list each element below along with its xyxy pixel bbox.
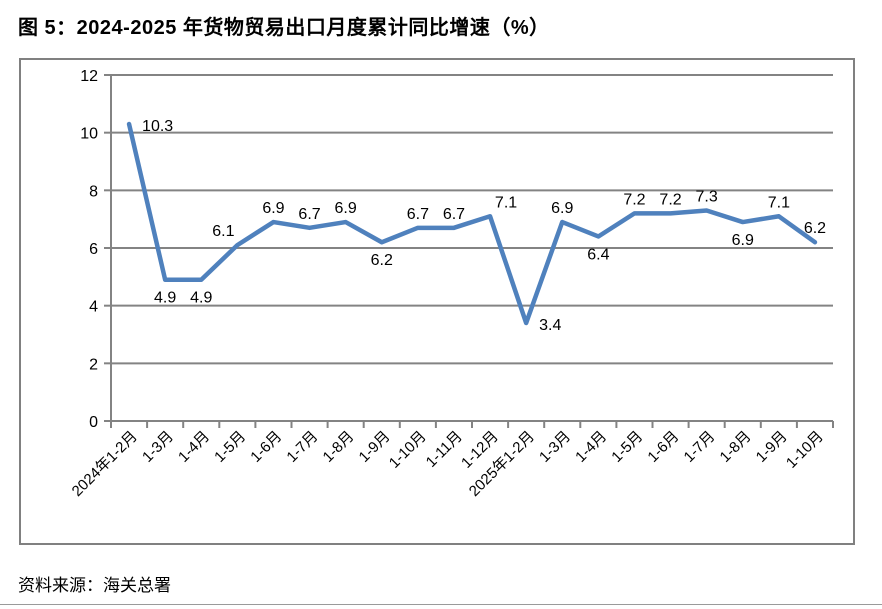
data-point-label: 6.7 bbox=[443, 206, 465, 223]
x-category-label: 1-10月 bbox=[783, 428, 827, 472]
y-tick-label: 2 bbox=[89, 356, 98, 373]
y-tick-label: 12 bbox=[80, 68, 98, 85]
data-point-label: 6.1 bbox=[212, 223, 234, 240]
data-point-label: 6.4 bbox=[587, 246, 609, 263]
figure-title: 图 5：2024-2025 年货物贸易出口月度累计同比增速（%） bbox=[18, 17, 550, 39]
x-category-label: 1-5月 bbox=[211, 428, 249, 466]
data-point-label: 6.2 bbox=[371, 252, 393, 269]
x-category-label: 1-6月 bbox=[247, 428, 285, 466]
y-tick-label: 6 bbox=[89, 241, 98, 258]
data-point-label: 6.7 bbox=[407, 206, 429, 223]
x-category-label: 1-8月 bbox=[320, 428, 358, 466]
data-point-label: 7.2 bbox=[623, 191, 645, 208]
x-category-label: 1-4月 bbox=[175, 428, 213, 466]
y-tick-label: 0 bbox=[89, 414, 98, 431]
data-point-label: 7.1 bbox=[495, 194, 517, 211]
data-point-label: 3.4 bbox=[539, 317, 561, 334]
y-tick-label: 10 bbox=[80, 126, 98, 143]
y-tick-label: 8 bbox=[89, 183, 98, 200]
x-category-label: 1-5月 bbox=[608, 428, 646, 466]
x-category-label: 1-8月 bbox=[717, 428, 755, 466]
x-category-label: 2024年1-2月 bbox=[69, 428, 141, 500]
x-category-label: 1-10月 bbox=[386, 428, 430, 472]
line-chart: 0246810122024年1-2月1-3月1-4月1-5月1-6月1-7月1-… bbox=[69, 68, 834, 500]
x-category-label: 1-7月 bbox=[681, 428, 719, 466]
trend-line bbox=[126, 121, 818, 326]
data-point-label: 6.7 bbox=[298, 206, 320, 223]
data-point-label: 6.9 bbox=[551, 200, 573, 217]
bottom-divider bbox=[0, 604, 882, 605]
x-category-label: 1-3月 bbox=[139, 428, 177, 466]
chart-frame: 0 2 4 6 8 10 12 2024年1-2月 1-3月 1-4月 1-5月 1-6月 1-7月 1-… bbox=[19, 58, 855, 545]
data-point-label: 6.9 bbox=[732, 232, 754, 249]
y-tick-label: 4 bbox=[89, 299, 98, 316]
source-note: 资料来源：海关总署 bbox=[18, 576, 171, 595]
data-point-label: 6.2 bbox=[804, 220, 826, 237]
data-point-label: 7.1 bbox=[768, 194, 790, 211]
x-category-label: 1-6月 bbox=[644, 428, 682, 466]
data-point-label: 7.3 bbox=[696, 189, 718, 206]
x-category-label: 1-7月 bbox=[283, 428, 321, 466]
x-category-label: 1-3月 bbox=[536, 428, 574, 466]
data-point-label: 7.2 bbox=[659, 191, 681, 208]
data-point-label: 6.9 bbox=[335, 200, 357, 217]
data-point-label: 4.9 bbox=[190, 290, 212, 307]
data-point-label: 6.9 bbox=[262, 200, 284, 217]
data-point-label: 10.3 bbox=[142, 118, 173, 135]
x-category-label: 1-4月 bbox=[572, 428, 610, 466]
data-point-label: 4.9 bbox=[154, 290, 176, 307]
x-category-label: 1-11月 bbox=[423, 428, 466, 471]
